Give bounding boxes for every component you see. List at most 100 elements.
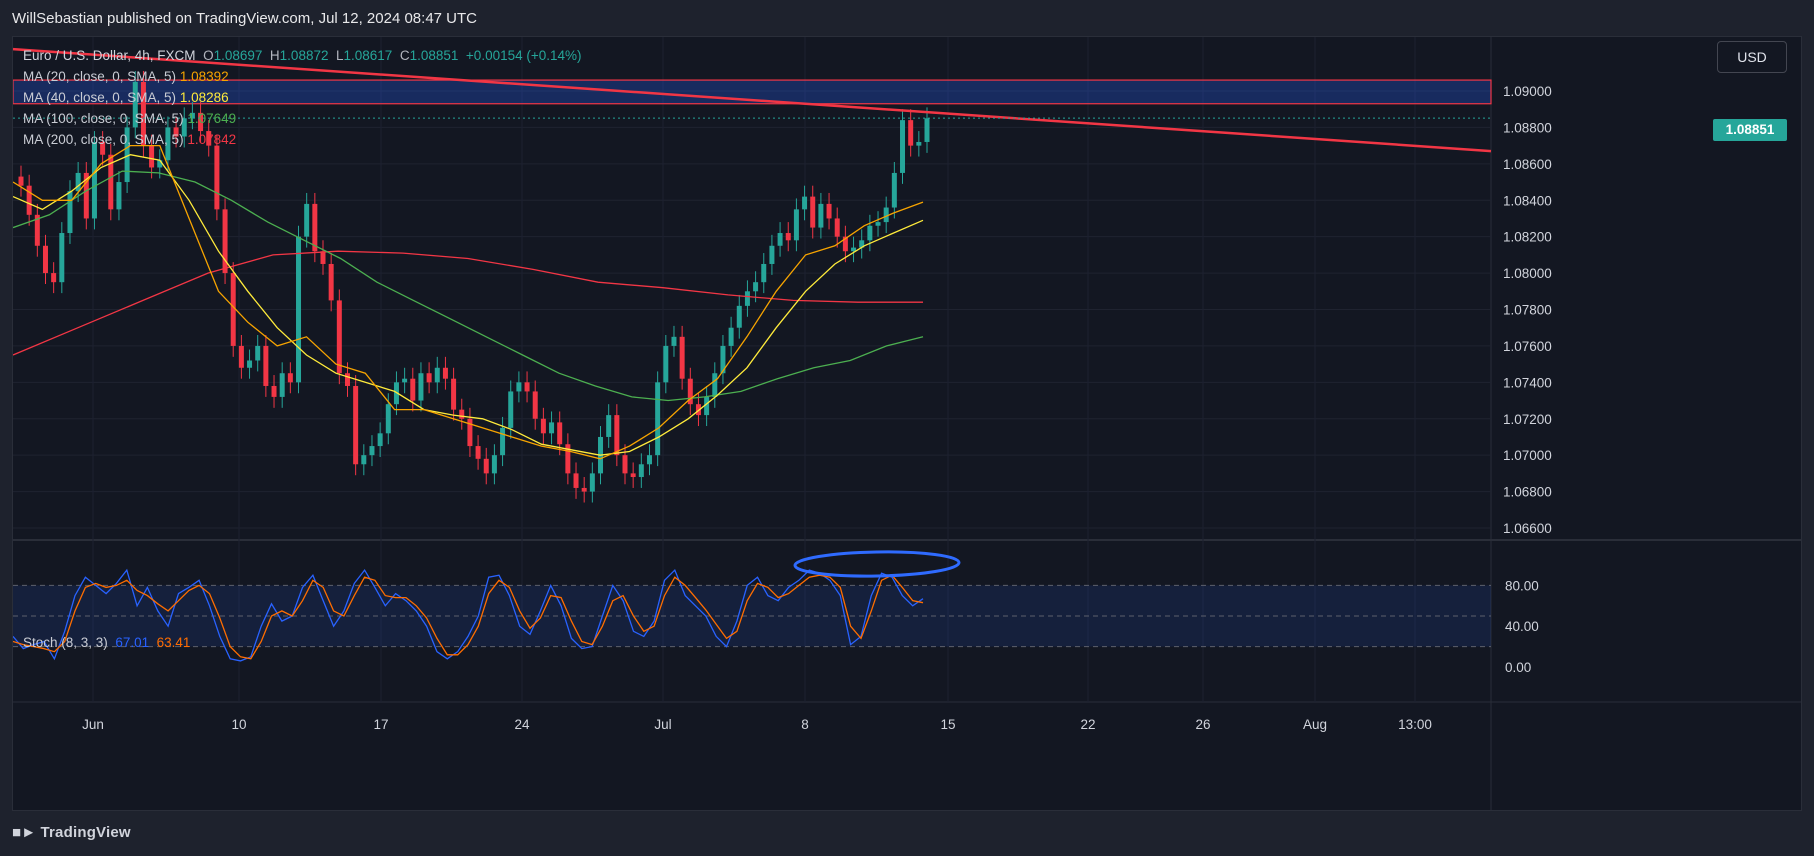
time-tick-label: 13:00 bbox=[1398, 717, 1432, 732]
price-legend: Euro / U.S. Dollar, 4h, FXCM O1.08697 H1… bbox=[23, 45, 582, 150]
candle-body bbox=[900, 120, 906, 173]
candle-body bbox=[385, 404, 391, 434]
candle-body bbox=[704, 396, 710, 416]
price-tick-label: 1.09000 bbox=[1503, 84, 1552, 99]
time-tick-label: 22 bbox=[1080, 717, 1095, 732]
candle-body bbox=[344, 373, 350, 386]
symbol-title[interactable]: Euro / U.S. Dollar, 4h, FXCM bbox=[23, 48, 196, 63]
candle-body bbox=[638, 464, 644, 478]
ma100-row[interactable]: MA (100, close, 0, SMA, 5) 1.07649 bbox=[23, 108, 582, 129]
price-tick-label: 1.07800 bbox=[1503, 303, 1552, 318]
ma100-line bbox=[13, 170, 924, 402]
resistance-zone bbox=[13, 79, 1492, 105]
candle-body bbox=[353, 385, 359, 465]
candle-body bbox=[451, 378, 457, 410]
currency-button[interactable]: USD bbox=[1717, 41, 1787, 73]
candle-body bbox=[663, 345, 669, 383]
price-tick-label: 1.06800 bbox=[1503, 485, 1552, 500]
candle-body bbox=[67, 191, 73, 234]
candle-body bbox=[165, 127, 171, 161]
candle-body bbox=[802, 196, 808, 210]
time-tick-label: Jun bbox=[82, 717, 104, 732]
candle-body bbox=[606, 415, 612, 437]
candle-body bbox=[328, 263, 334, 301]
candle-body bbox=[728, 327, 734, 346]
candle-body bbox=[230, 273, 236, 346]
candle-body bbox=[736, 305, 742, 328]
candle-body bbox=[34, 214, 40, 246]
ma100-label: MA (100, close, 0, SMA, 5) bbox=[23, 111, 184, 126]
stoch-k-line bbox=[13, 568, 924, 662]
candle-body bbox=[459, 409, 465, 419]
candle-body bbox=[320, 251, 326, 264]
ma20-line bbox=[13, 144, 924, 460]
candle-body bbox=[361, 455, 367, 465]
candle-body bbox=[51, 273, 57, 283]
candle-body bbox=[565, 444, 571, 474]
close-value: 1.08851 bbox=[409, 48, 459, 63]
candle-body bbox=[124, 127, 130, 183]
candle-body bbox=[173, 127, 179, 137]
time-tick-label: 8 bbox=[801, 717, 809, 732]
open-value: 1.08697 bbox=[213, 48, 263, 63]
candle-body bbox=[304, 203, 310, 237]
chart-panel[interactable]: 1.09000 1.08800 1.08600 1.08400 1.08200 1.080… bbox=[12, 36, 1802, 811]
ma20-label: MA (20, close, 0, SMA, 5) bbox=[23, 69, 177, 84]
candle-body bbox=[508, 391, 514, 428]
footer-brand[interactable]: TradingView bbox=[40, 824, 131, 841]
stoch-legend[interactable]: Stoch (8, 3, 3) 67.01 63.41 bbox=[23, 635, 190, 650]
tradingview-logo-icon[interactable]: ■► bbox=[12, 824, 37, 841]
candle-body bbox=[793, 209, 799, 241]
candle-body bbox=[655, 382, 661, 456]
candle-body bbox=[312, 203, 318, 252]
stoch-label: Stoch (8, 3, 3) bbox=[23, 635, 108, 650]
candle-body bbox=[842, 236, 848, 252]
high-value: 1.08872 bbox=[279, 48, 329, 63]
candle-body bbox=[695, 404, 701, 416]
candle-body bbox=[59, 233, 65, 283]
candle-body bbox=[777, 233, 783, 246]
top-bar: WillSebastian published on TradingView.c… bbox=[0, 0, 1814, 36]
candle-body bbox=[622, 455, 628, 474]
candle-body bbox=[712, 373, 718, 397]
candle-body bbox=[271, 385, 277, 397]
candle-body bbox=[100, 141, 106, 155]
ma100-value: 1.07649 bbox=[187, 111, 237, 126]
candle-body bbox=[614, 415, 620, 456]
candle-body bbox=[418, 373, 424, 401]
candle-body bbox=[157, 160, 163, 168]
chart-canvas[interactable]: 1.09000 1.08800 1.08600 1.08400 1.08200 1.080… bbox=[13, 37, 1801, 810]
candle-body bbox=[875, 222, 881, 226]
candle-body bbox=[834, 218, 840, 237]
publisher-credit: WillSebastian published on TradingView.c… bbox=[12, 10, 477, 27]
ma20-value: 1.08392 bbox=[179, 69, 229, 84]
candle-body bbox=[500, 427, 506, 456]
time-tick-label: Aug bbox=[1303, 717, 1327, 732]
price-tick-label: 1.08200 bbox=[1503, 230, 1552, 245]
time-tick-label: 26 bbox=[1195, 717, 1210, 732]
candle-body bbox=[769, 245, 775, 264]
candle-body bbox=[916, 141, 922, 146]
candle-body bbox=[891, 172, 897, 208]
candle-body bbox=[687, 378, 693, 405]
ma40-row[interactable]: MA (40, close, 0, SMA, 5) 1.08286 bbox=[23, 87, 582, 108]
candle-body bbox=[26, 185, 32, 215]
candle-body bbox=[671, 336, 677, 346]
candle-body bbox=[287, 373, 293, 383]
candle-body bbox=[859, 240, 865, 248]
time-tick-label: 17 bbox=[373, 717, 388, 732]
ma200-row[interactable]: MA (200, close, 0, SMA, 5) 1.07842 bbox=[23, 129, 582, 150]
candle-body bbox=[646, 455, 652, 465]
candle-body bbox=[75, 172, 81, 192]
stoch-k-value: 67.01 bbox=[115, 635, 150, 650]
candle-body bbox=[785, 233, 791, 241]
price-tick-label: 1.07600 bbox=[1503, 339, 1552, 354]
ma20-row[interactable]: MA (20, close, 0, SMA, 5) 1.08392 bbox=[23, 66, 582, 87]
annotation-ellipse bbox=[793, 550, 961, 578]
price-tick-label: 1.06600 bbox=[1503, 521, 1552, 536]
candle-body bbox=[132, 81, 138, 128]
candle-body bbox=[247, 360, 253, 368]
candle-body bbox=[426, 373, 432, 383]
low-value: 1.08617 bbox=[343, 48, 393, 63]
candle-body bbox=[483, 458, 489, 474]
